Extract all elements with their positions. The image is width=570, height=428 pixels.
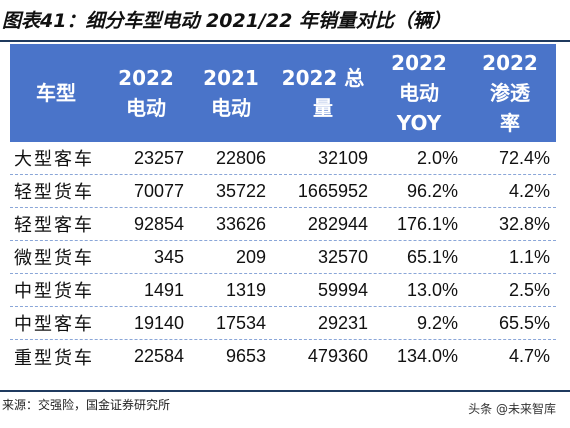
cell-vehicle-type: 重型货车 [14, 347, 94, 369]
table-row: 重型货车 22584 9653 479360 134.0% 4.7% [10, 340, 556, 373]
header-vehicle-type: 车型 [36, 81, 76, 105]
cell-penetration: 32.8% [498, 213, 550, 234]
cell-2022-ev: 345 [153, 246, 184, 267]
sales-table: 车型 2022 电动 2021 电动 2022 总 量 2022 电动 YOY … [10, 44, 556, 373]
cell-yoy: 134.0% [396, 346, 458, 366]
cell-yoy: 176.1% [396, 213, 458, 234]
header-2022-penetration: 2022 渗透 率 [482, 51, 538, 135]
cell-2022-total: 282944 [307, 213, 368, 234]
cell-2022-ev: 70077 [133, 180, 184, 201]
cell-2022-total: 59994 [317, 279, 368, 300]
header-2021-ev: 2021 电动 [203, 66, 259, 120]
source-note: 来源：交强险，国金证券研究所 [2, 398, 171, 412]
cell-2022-ev: 22584 [133, 346, 184, 366]
cell-yoy: 96.2% [406, 180, 458, 201]
table-row: 大型客车 23257 22806 32109 2.0% 72.4% [10, 142, 556, 175]
cell-2022-total: 1665952 [297, 180, 368, 201]
cell-2021-ev: 22806 [215, 147, 266, 168]
cell-penetration: 1.1% [508, 246, 550, 267]
cell-vehicle-type: 中型货车 [14, 281, 94, 302]
cell-2022-total: 29231 [317, 312, 368, 333]
cell-penetration: 4.2% [508, 180, 550, 201]
cell-vehicle-type: 中型客车 [14, 314, 94, 335]
title-divider [0, 40, 570, 42]
header-2022-total: 2022 总 量 [281, 66, 365, 120]
table-row: 轻型货车 70077 35722 1665952 96.2% 4.2% [10, 175, 556, 208]
cell-2022-ev: 92854 [133, 213, 184, 234]
cell-2022-total: 32109 [317, 147, 368, 168]
cell-2021-ev: 17534 [215, 312, 266, 333]
header-2022-ev: 2022 电动 [118, 66, 174, 120]
cell-2022-ev: 19140 [133, 312, 184, 333]
cell-2022-ev: 1491 [143, 279, 184, 300]
table-row: 中型货车 1491 1319 59994 13.0% 2.5% [10, 274, 556, 307]
cell-vehicle-type: 大型客车 [14, 149, 94, 170]
cell-penetration: 72.4% [498, 147, 550, 168]
cell-penetration: 2.5% [508, 279, 550, 300]
table-row: 轻型客车 92854 33626 282944 176.1% 32.8% [10, 208, 556, 241]
cell-yoy: 65.1% [406, 246, 458, 267]
cell-2021-ev: 33626 [215, 213, 266, 234]
cell-2021-ev: 9653 [225, 346, 266, 366]
table-header: 车型 2022 电动 2021 电动 2022 总 量 2022 电动 YOY … [10, 44, 556, 142]
table-row: 微型货车 345 209 32570 65.1% 1.1% [10, 241, 556, 274]
cell-vehicle-type: 微型货车 [14, 248, 94, 269]
cell-vehicle-type: 轻型货车 [14, 182, 94, 203]
cell-yoy: 2.0% [416, 147, 458, 168]
cell-2022-ev: 23257 [133, 147, 184, 168]
cell-2022-total: 479360 [307, 346, 368, 366]
cell-2021-ev: 209 [235, 246, 266, 267]
figure-title: 图表41：细分车型电动 2021/22 年销量对比（辆） [2, 10, 451, 32]
table-row: 中型客车 19140 17534 29231 9.2% 65.5% [10, 307, 556, 340]
watermark: 头条 @未来智库 [468, 402, 556, 416]
cell-penetration: 4.7% [508, 346, 550, 366]
cell-2022-total: 32570 [317, 246, 368, 267]
header-2022-ev-yoy: 2022 电动 YOY [391, 51, 447, 135]
cell-penetration: 65.5% [498, 312, 550, 333]
cell-vehicle-type: 轻型客车 [14, 215, 94, 236]
cell-2021-ev: 35722 [215, 180, 266, 201]
bottom-divider [0, 390, 570, 392]
cell-yoy: 13.0% [406, 279, 458, 300]
cell-2021-ev: 1319 [225, 279, 266, 300]
cell-yoy: 9.2% [416, 312, 458, 333]
